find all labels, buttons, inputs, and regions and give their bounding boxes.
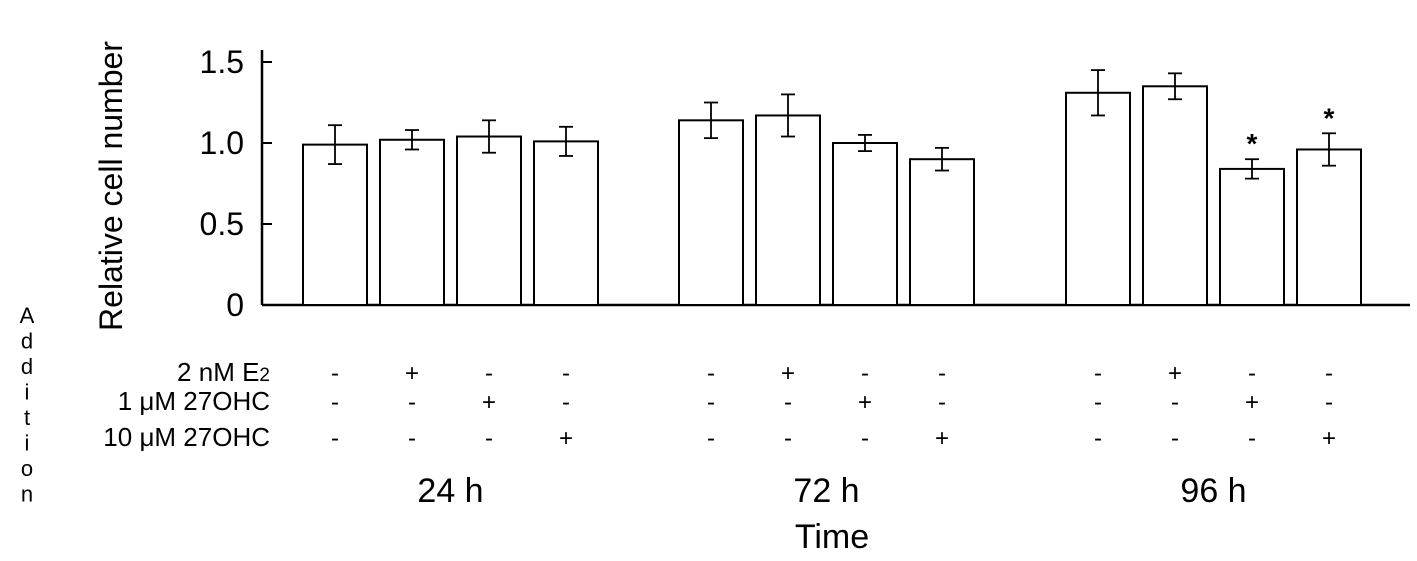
minus-sign: - <box>485 360 493 387</box>
condition-label: 2 nM E2 <box>177 357 270 387</box>
bar <box>456 135 522 306</box>
minus-sign: - <box>1248 360 1256 387</box>
bar <box>533 140 599 306</box>
plus-sign: + <box>405 360 419 387</box>
minus-sign: - <box>562 389 570 416</box>
minus-sign: - <box>408 389 416 416</box>
addition-label-letter: t <box>24 405 30 430</box>
minus-sign: - <box>1325 360 1333 387</box>
bar <box>832 142 898 306</box>
minus-sign: - <box>331 389 339 416</box>
plus-sign: + <box>935 425 949 452</box>
bar <box>379 138 445 306</box>
bar <box>302 143 368 306</box>
minus-sign: - <box>707 425 715 452</box>
significance-asterisk: * <box>1247 128 1258 159</box>
condition-table: 2 nM E2- + - - - + - - - + - -1 μM 27OHC - - + - - - + - - - +… <box>20 303 1336 510</box>
addition-label-letter: A <box>20 303 35 328</box>
minus-sign: - <box>938 389 946 416</box>
condition-label: 10 μM 27OHC <box>103 422 270 452</box>
plus-sign: + <box>781 360 795 387</box>
addition-label-letter: o <box>21 456 33 481</box>
axes: 0 0.5 1.0 1.5 <box>200 44 1410 323</box>
minus-sign: - <box>1171 425 1179 452</box>
bar <box>1296 148 1362 306</box>
bars <box>302 85 1362 306</box>
addition-label-letter: n <box>21 482 33 507</box>
minus-sign: - <box>707 389 715 416</box>
plus-sign: + <box>482 389 496 416</box>
minus-sign: - <box>1325 389 1333 416</box>
minus-sign: - <box>331 425 339 452</box>
plus-sign: + <box>858 389 872 416</box>
plus-sign: + <box>1322 425 1336 452</box>
minus-sign: - <box>784 389 792 416</box>
addition-label-letter: d <box>21 329 33 354</box>
significance-asterisk: * <box>1324 102 1335 133</box>
group-label: 24 h <box>417 472 483 510</box>
minus-sign: - <box>1094 389 1102 416</box>
plus-sign: + <box>559 425 573 452</box>
group-label: 96 h <box>1180 472 1246 510</box>
minus-sign: - <box>861 425 869 452</box>
minus-sign: - <box>485 425 493 452</box>
error-bars <box>328 69 1336 180</box>
group-label: 72 h <box>793 472 859 510</box>
y-tick-label: 0.5 <box>200 206 244 242</box>
x-axis-title: Time <box>795 518 869 556</box>
minus-sign: - <box>1248 425 1256 452</box>
minus-sign: - <box>938 360 946 387</box>
condition-label-text: 1 μM 27OHC <box>118 386 270 416</box>
addition-label-letter: d <box>21 354 33 379</box>
plus-sign: + <box>1245 389 1259 416</box>
condition-label-subscript: 2 <box>259 365 270 386</box>
plus-sign: + <box>1168 360 1182 387</box>
minus-sign: - <box>1171 389 1179 416</box>
significance-marks: ** <box>1247 102 1335 159</box>
bar <box>1219 167 1285 306</box>
bar <box>1142 85 1208 306</box>
y-tick-label: 1.5 <box>200 44 244 80</box>
condition-label: 1 μM 27OHC <box>118 386 270 416</box>
bar <box>755 114 821 306</box>
y-axis-title: Relative cell number <box>93 41 129 331</box>
minus-sign: - <box>1094 360 1102 387</box>
y-tick-label: 1.0 <box>200 125 244 161</box>
minus-sign: - <box>331 360 339 387</box>
bar <box>678 119 744 306</box>
axis-labels: Relative cell number Time <box>93 41 869 556</box>
minus-sign: - <box>408 425 416 452</box>
bar <box>909 158 975 306</box>
addition-label-letter: i <box>25 380 30 405</box>
bar <box>1065 91 1131 306</box>
minus-sign: - <box>562 360 570 387</box>
addition-label-letter: i <box>25 431 30 456</box>
minus-sign: - <box>707 360 715 387</box>
minus-sign: - <box>861 360 869 387</box>
minus-sign: - <box>784 425 792 452</box>
condition-label-text: 2 nM E <box>177 357 259 387</box>
minus-sign: - <box>1094 425 1102 452</box>
condition-label-text: 10 μM 27OHC <box>103 422 270 452</box>
y-tick-label: 0 <box>226 287 244 323</box>
